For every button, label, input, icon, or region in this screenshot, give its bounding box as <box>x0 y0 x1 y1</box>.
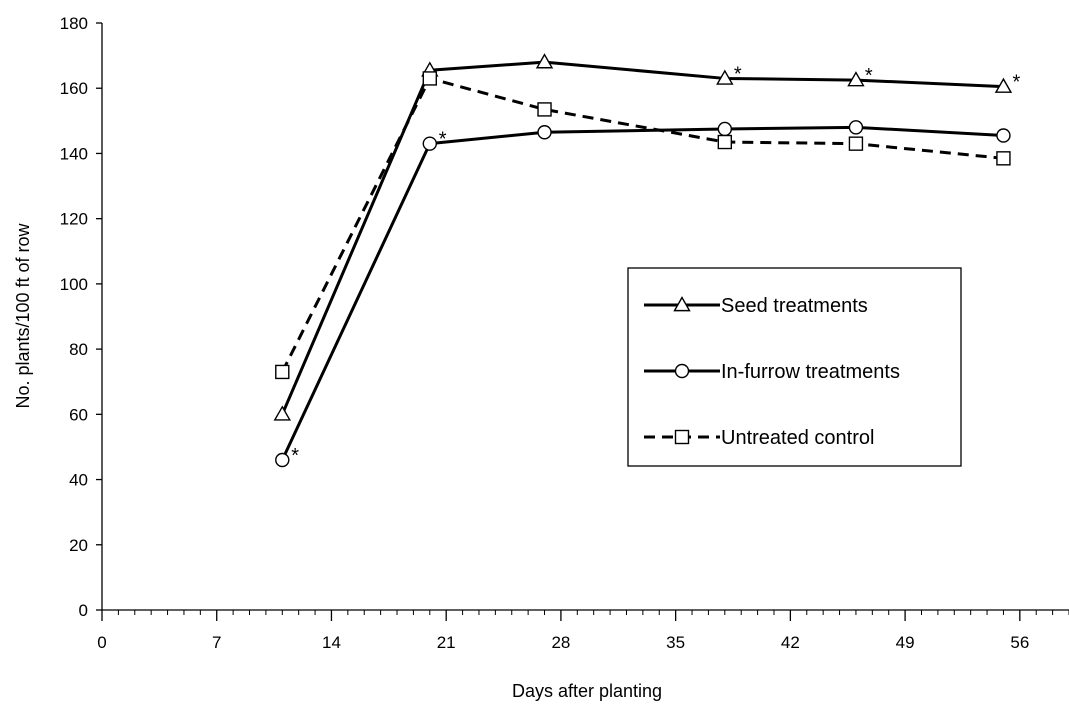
data-point <box>537 102 552 117</box>
data-point <box>535 53 554 69</box>
y-axis-title: No. plants/100 ft of row <box>13 222 33 408</box>
y-tick-label: 60 <box>69 405 88 424</box>
data-point <box>717 121 733 137</box>
significance-star: * <box>439 129 447 151</box>
y-tick-label: 40 <box>69 471 88 490</box>
series-square <box>275 71 1011 380</box>
legend-label: Seed treatments <box>721 295 868 317</box>
data-point <box>848 136 864 151</box>
legend-label: Untreated control <box>721 427 874 449</box>
y-tick-label: 140 <box>60 144 88 163</box>
x-tick-label: 7 <box>212 633 221 652</box>
x-tick-label: 21 <box>437 633 456 652</box>
significance-star: * <box>1012 72 1020 94</box>
x-tick-label: 0 <box>97 633 106 652</box>
significance-star: * <box>865 65 873 87</box>
significance-star: * <box>291 445 299 467</box>
data-point <box>847 71 865 87</box>
x-axis: 0 7 14 21 28 35 42 49 56 <box>97 609 1069 652</box>
y-tick-label: 100 <box>60 275 88 294</box>
legend-item: In-furrow treatments <box>644 361 900 383</box>
data-point <box>275 364 290 380</box>
legend-marker <box>674 429 690 445</box>
x-axis-title: Days after planting <box>512 681 662 701</box>
legend: Seed treatments In-furrow treatments Untre… <box>627 267 962 467</box>
data-point <box>422 136 437 151</box>
series-line <box>280 125 1004 461</box>
y-tick-label: 180 <box>60 14 88 33</box>
series-layer: * * *** <box>273 53 1020 468</box>
x-tick-label: 28 <box>551 633 570 652</box>
y-tick-label: 0 <box>79 601 88 620</box>
legend-label: In-furrow treatments <box>721 361 900 383</box>
data-point <box>273 405 291 421</box>
legend-marker <box>673 296 691 312</box>
y-tick-label: 20 <box>69 536 88 555</box>
x-tick-label: 14 <box>322 633 341 652</box>
legend-marker <box>674 363 690 379</box>
x-tick-label: 49 <box>896 633 915 652</box>
data-point <box>537 125 552 140</box>
data-point <box>422 71 437 86</box>
significance-star: * <box>734 63 742 85</box>
data-point <box>716 69 734 85</box>
y-tick-label: 120 <box>60 210 88 229</box>
data-point <box>994 77 1013 93</box>
y-tick-label: 80 <box>69 340 88 359</box>
data-point <box>717 134 733 150</box>
data-point <box>848 120 864 135</box>
legend-item: Seed treatments <box>644 295 868 317</box>
x-tick-label: 42 <box>781 633 800 652</box>
data-point <box>996 151 1011 166</box>
x-tick-label: 56 <box>1010 633 1029 652</box>
series-line <box>280 76 1004 373</box>
y-tick-label: 160 <box>60 79 88 98</box>
legend-item: Untreated control <box>644 427 874 449</box>
series-circle: ** <box>275 120 1011 468</box>
data-point <box>275 452 290 468</box>
data-point <box>996 128 1011 143</box>
y-axis: 0 20 40 60 80 100 120 140 160 180 <box>60 14 103 620</box>
x-tick-label: 35 <box>666 633 685 652</box>
